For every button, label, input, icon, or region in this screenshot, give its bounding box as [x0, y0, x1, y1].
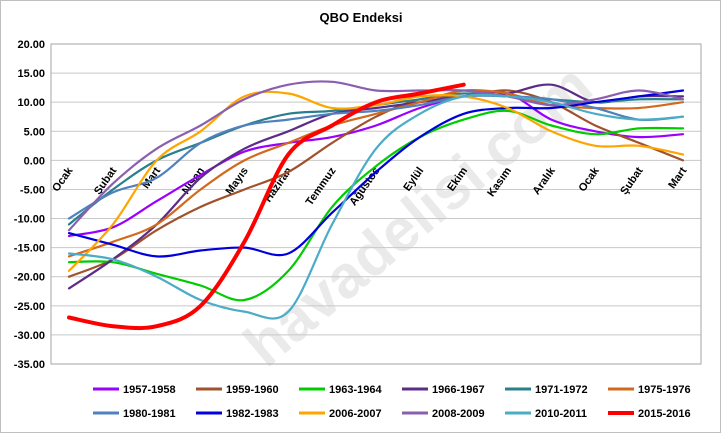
y-tick-label: 5.00 [24, 126, 45, 138]
series-line-1966-1967 [67, 83, 685, 290]
y-tick-label: -5.00 [20, 184, 45, 196]
x-tick-label: Nisan [180, 165, 207, 197]
y-tick-label: -30.00 [14, 330, 45, 342]
series-lines [67, 80, 685, 331]
series-line-2006-2007 [67, 90, 685, 272]
legend-label: 1975-1976 [638, 384, 691, 396]
y-tick-label: -15.00 [14, 243, 45, 255]
series-line-1959-1960 [67, 89, 685, 278]
y-tick-label: 15.00 [17, 68, 45, 80]
x-tick-label: Temmuz [304, 165, 339, 208]
legend-label: 1957-1958 [123, 384, 176, 396]
x-tick-label: Mart [666, 165, 689, 191]
series-line-1982-1983 [67, 89, 685, 258]
y-tick-label: -20.00 [14, 272, 45, 284]
series-line-2008-2009 [67, 80, 685, 232]
y-tick-label: 10.00 [17, 97, 45, 109]
series-line-2015-2016 [67, 82, 466, 331]
y-tick-label: -35.00 [14, 359, 45, 371]
legend-label: 1982-1983 [226, 408, 279, 420]
legend-label: 1971-1972 [535, 384, 588, 396]
legend-label: 1966-1967 [432, 384, 485, 396]
series-line-1963-1964 [67, 109, 685, 302]
y-tick-label: -10.00 [14, 214, 45, 226]
y-tick-label: 20.00 [17, 39, 45, 51]
grid-lines [50, 43, 702, 365]
series-line-1957-1958 [67, 90, 685, 238]
plot-area-border [50, 43, 702, 365]
legend-label: 1963-1964 [329, 384, 382, 396]
legend-label: 1980-1981 [123, 408, 176, 420]
legend-label: 2015-2016 [638, 408, 691, 420]
series-line-2010-2011 [67, 93, 685, 320]
legend-label: 1959-1960 [226, 384, 279, 396]
x-tick-label: Şubat [618, 165, 646, 197]
y-tick-label: 0.00 [24, 155, 45, 167]
legend-label: 2006-2007 [329, 408, 382, 420]
chart-title: QBO Endeksi [319, 10, 402, 25]
y-axis-ticks: 20.00 15.00 10.00 5.00 0.00 -5.00 -10.00 -15.00… [14, 39, 45, 371]
legend-label: 2008-2009 [432, 408, 485, 420]
series-line-1975-1976 [67, 88, 685, 258]
legend: 1957-1958 1959-1960 1963-1964 1966-1967 1971… [93, 384, 691, 420]
x-tick-label: Aralık [531, 164, 559, 197]
y-tick-label: -25.00 [14, 301, 45, 313]
legend-label: 2010-2011 [535, 408, 587, 420]
